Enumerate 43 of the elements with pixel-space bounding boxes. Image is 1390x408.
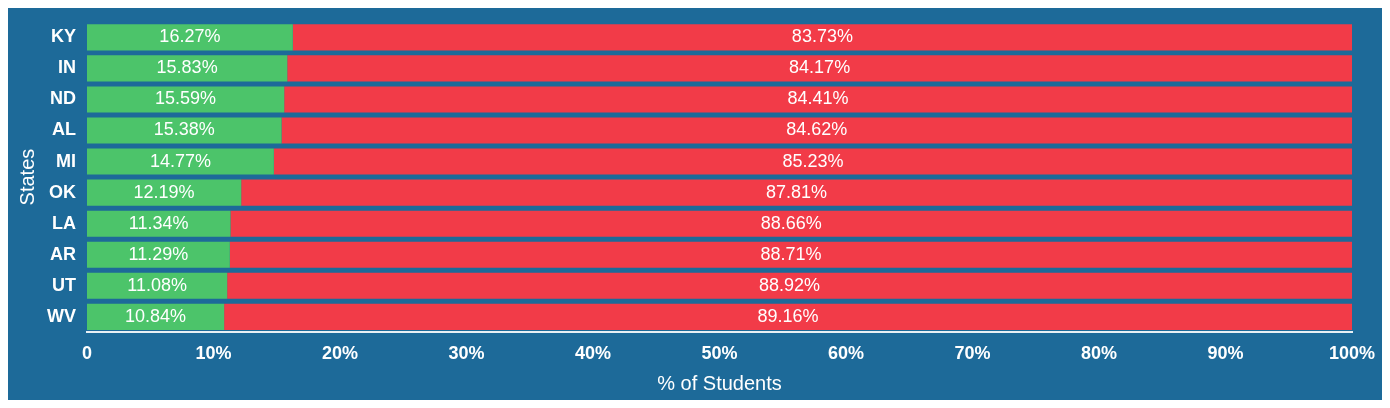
data-label: 10.84% <box>125 305 187 326</box>
x-tick-label: 0 <box>81 343 92 364</box>
y-tick-label: AL <box>52 119 76 140</box>
x-tick-label: 80% <box>1080 343 1118 364</box>
x-tick-label: 70% <box>954 343 991 364</box>
data-label: 84.17% <box>789 57 851 78</box>
x-axis-title: % of Students <box>657 371 782 394</box>
data-label: 88.71% <box>760 243 822 264</box>
x-tick-label: 100% <box>1328 343 1376 364</box>
y-tick-label: OK <box>49 181 76 202</box>
y-tick-label: MI <box>56 150 76 171</box>
data-label: 11.34% <box>128 212 189 233</box>
data-label: 11.29% <box>128 243 189 264</box>
y-tick-label: WV <box>47 305 76 326</box>
data-label: 11.08% <box>127 274 187 295</box>
x-tick-label: 10% <box>195 343 232 364</box>
y-tick-label: LA <box>52 212 76 233</box>
data-label: 15.59% <box>155 88 217 109</box>
data-label: 89.16% <box>757 305 819 326</box>
data-label: 83.73% <box>791 26 853 47</box>
data-label: 88.92% <box>759 274 821 295</box>
y-tick-label: AR <box>50 243 76 264</box>
data-label: 14.77% <box>149 150 211 171</box>
data-label: 84.62% <box>786 119 848 140</box>
data-label: 16.27% <box>159 26 221 47</box>
data-label: 15.83% <box>156 57 218 78</box>
x-tick-label: 50% <box>701 343 738 364</box>
x-tick-label: 60% <box>827 343 865 364</box>
data-label: 87.81% <box>766 181 828 202</box>
y-tick-label: IN <box>58 57 76 78</box>
y-tick-label: UT <box>52 274 76 295</box>
data-label: 85.23% <box>782 150 844 171</box>
x-tick-label: 20% <box>321 343 359 364</box>
data-label: 15.38% <box>153 119 215 140</box>
x-tick-label: 30% <box>448 343 485 364</box>
x-tick-label: 40% <box>574 343 612 364</box>
data-label: 88.66% <box>760 212 822 233</box>
y-tick-label: KY <box>50 26 76 47</box>
data-label: 84.41% <box>787 88 849 109</box>
x-tick-label: 90% <box>1207 343 1244 364</box>
y-tick-label: ND <box>50 88 76 109</box>
y-axis-title: States <box>15 148 38 206</box>
data-label: 12.19% <box>133 181 195 202</box>
